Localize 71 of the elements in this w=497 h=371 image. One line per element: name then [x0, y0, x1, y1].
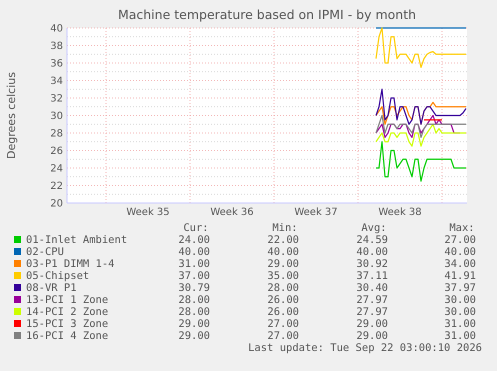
x-tick-label: Week 36	[210, 207, 254, 218]
text: 30.79	[178, 282, 210, 294]
text: Cur:	[183, 222, 209, 234]
y-tick-label: 26	[50, 146, 63, 157]
legend-label: 03-P1 DIMM 1-4	[26, 258, 115, 270]
text: 37.97	[444, 282, 476, 294]
text: 40.00	[356, 246, 388, 258]
text: 40.00	[267, 246, 299, 258]
text: 27.97	[356, 294, 388, 306]
text: 28.00	[178, 306, 210, 318]
legend-label: 05-Chipset	[26, 270, 90, 282]
text: Last update: Tue Sep 22 03:00:10 2026	[248, 342, 482, 354]
text: 26.00	[267, 294, 299, 306]
text: 40.00	[178, 246, 210, 258]
chart-title: Machine temperature based on IPMI - by month	[118, 7, 416, 22]
text: Avg:	[361, 222, 387, 234]
y-tick-label: 36	[50, 58, 63, 70]
text: 22.00	[267, 234, 299, 246]
text: 26.00	[267, 306, 299, 318]
text: 24.00	[178, 234, 210, 246]
text: 28.00	[267, 282, 299, 294]
legend-label: 15-PCI 3 Zone	[26, 318, 108, 330]
text: Max:	[449, 222, 475, 234]
legend-label: 13-PCI 1 Zone	[26, 294, 108, 306]
text: 31.00	[178, 258, 210, 270]
text: 29.00	[356, 318, 388, 330]
text: 30.00	[444, 306, 476, 318]
x-tick-label: Week 35	[126, 207, 170, 218]
text: Min:	[272, 222, 298, 234]
text: 29.00	[267, 258, 299, 270]
x-tick-label: Week 37	[294, 207, 338, 218]
text: 40.00	[444, 246, 476, 258]
y-tick-label: 30	[50, 111, 63, 122]
y-tick-label: 28	[50, 128, 63, 140]
text: 24.59	[356, 234, 388, 246]
legend-label: 01-Inlet Ambient	[26, 234, 128, 246]
text: 30.92	[356, 258, 388, 270]
text: 35.00	[267, 270, 299, 282]
line-series	[375, 88, 467, 125]
text: 29.00	[356, 330, 388, 342]
text: 27.97	[356, 306, 388, 318]
text: 34.00	[444, 258, 476, 270]
y-tick-label: 32	[50, 94, 63, 104]
line-series	[375, 124, 467, 147]
text: 27.00	[267, 330, 299, 342]
text: 27.00	[444, 234, 476, 246]
y-tick-label: 24	[50, 164, 63, 174]
text: 30.40	[356, 282, 388, 294]
text: 37.00	[178, 270, 210, 282]
text: 31.00	[444, 318, 476, 330]
text: 29.00	[178, 330, 210, 342]
y-tick-label: 20	[50, 198, 63, 210]
text: 30.00	[444, 294, 476, 306]
y-tick-label: 22	[50, 181, 63, 192]
text: 31.00	[444, 330, 476, 342]
y-tick-label: 34	[50, 76, 63, 87]
text: 41.91	[444, 270, 476, 282]
legend-label: 16-PCI 4 Zone	[26, 330, 108, 342]
text: 28.00	[178, 294, 210, 306]
text: 27.00	[267, 318, 299, 330]
text: 29.00	[178, 318, 210, 330]
legend-label: 08-VR P1	[26, 282, 77, 294]
y-tick-label: 38	[50, 41, 63, 52]
line-series	[375, 27, 467, 68]
x-tick-label: Week 38	[378, 207, 422, 218]
legend-label: 14-PCI 2 Zone	[26, 306, 108, 318]
text: 37.11	[356, 270, 388, 282]
legend-label: 02-CPU	[26, 246, 64, 258]
line-series	[375, 141, 467, 182]
y-tick-label: 40	[50, 24, 63, 34]
y-axis-title: Degrees celcius	[5, 72, 18, 159]
